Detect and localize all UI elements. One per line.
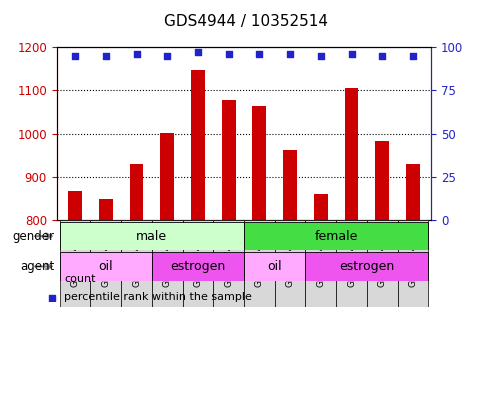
Point [348, 51, 355, 57]
Bar [60, 222, 244, 250]
Text: oil: oil [99, 260, 113, 273]
Bar [244, 222, 428, 250]
Bar [314, 194, 328, 220]
Bar [367, 220, 397, 307]
Text: male: male [137, 230, 168, 243]
Text: GSM1274480: GSM1274480 [378, 227, 387, 287]
Point [255, 51, 263, 57]
Bar [244, 252, 306, 281]
Text: GSM1274471: GSM1274471 [102, 227, 110, 287]
Text: oil: oil [267, 260, 282, 273]
Bar [182, 220, 213, 307]
Text: gender: gender [12, 230, 54, 243]
Text: female: female [315, 230, 358, 243]
Point [48, 294, 56, 301]
Bar [345, 88, 358, 220]
Point [225, 51, 233, 57]
Bar [252, 105, 266, 220]
Point [133, 51, 141, 57]
Bar [121, 220, 152, 307]
Text: count: count [64, 274, 96, 285]
Point [409, 53, 417, 59]
Bar [306, 220, 336, 307]
Text: estrogen: estrogen [339, 260, 394, 273]
Bar [275, 220, 306, 307]
Bar [152, 220, 182, 307]
Text: GSM1274479: GSM1274479 [347, 227, 356, 287]
Bar [160, 133, 174, 220]
Bar [213, 220, 244, 307]
Bar [336, 220, 367, 307]
Text: GSM1274473: GSM1274473 [163, 227, 172, 287]
Text: GSM1274477: GSM1274477 [285, 227, 295, 287]
Bar [222, 100, 236, 220]
Bar [99, 199, 113, 220]
Bar [397, 220, 428, 307]
Bar [406, 164, 420, 220]
Point [317, 53, 325, 59]
Text: GSM1274470: GSM1274470 [70, 227, 80, 287]
Bar [152, 252, 244, 281]
Bar [283, 150, 297, 220]
Point [194, 49, 202, 55]
Text: agent: agent [20, 260, 54, 273]
Bar [68, 191, 82, 220]
Text: GDS4944 / 10352514: GDS4944 / 10352514 [165, 14, 328, 29]
Text: GSM1274476: GSM1274476 [255, 227, 264, 287]
Text: GSM1274472: GSM1274472 [132, 227, 141, 287]
Text: GSM1274481: GSM1274481 [408, 227, 418, 287]
Point [102, 53, 110, 59]
Point [71, 53, 79, 59]
Bar [60, 252, 152, 281]
Point [286, 51, 294, 57]
Bar [60, 220, 91, 307]
Text: GSM1274475: GSM1274475 [224, 227, 233, 287]
Bar [130, 164, 143, 220]
Point [378, 53, 386, 59]
Bar [244, 220, 275, 307]
Bar [306, 252, 428, 281]
Bar [191, 70, 205, 220]
Text: estrogen: estrogen [171, 260, 226, 273]
Bar [375, 141, 389, 220]
Text: GSM1274474: GSM1274474 [193, 227, 203, 287]
Point [163, 53, 171, 59]
Bar [91, 220, 121, 307]
Text: GSM1274478: GSM1274478 [317, 227, 325, 287]
Text: percentile rank within the sample: percentile rank within the sample [64, 292, 252, 302]
